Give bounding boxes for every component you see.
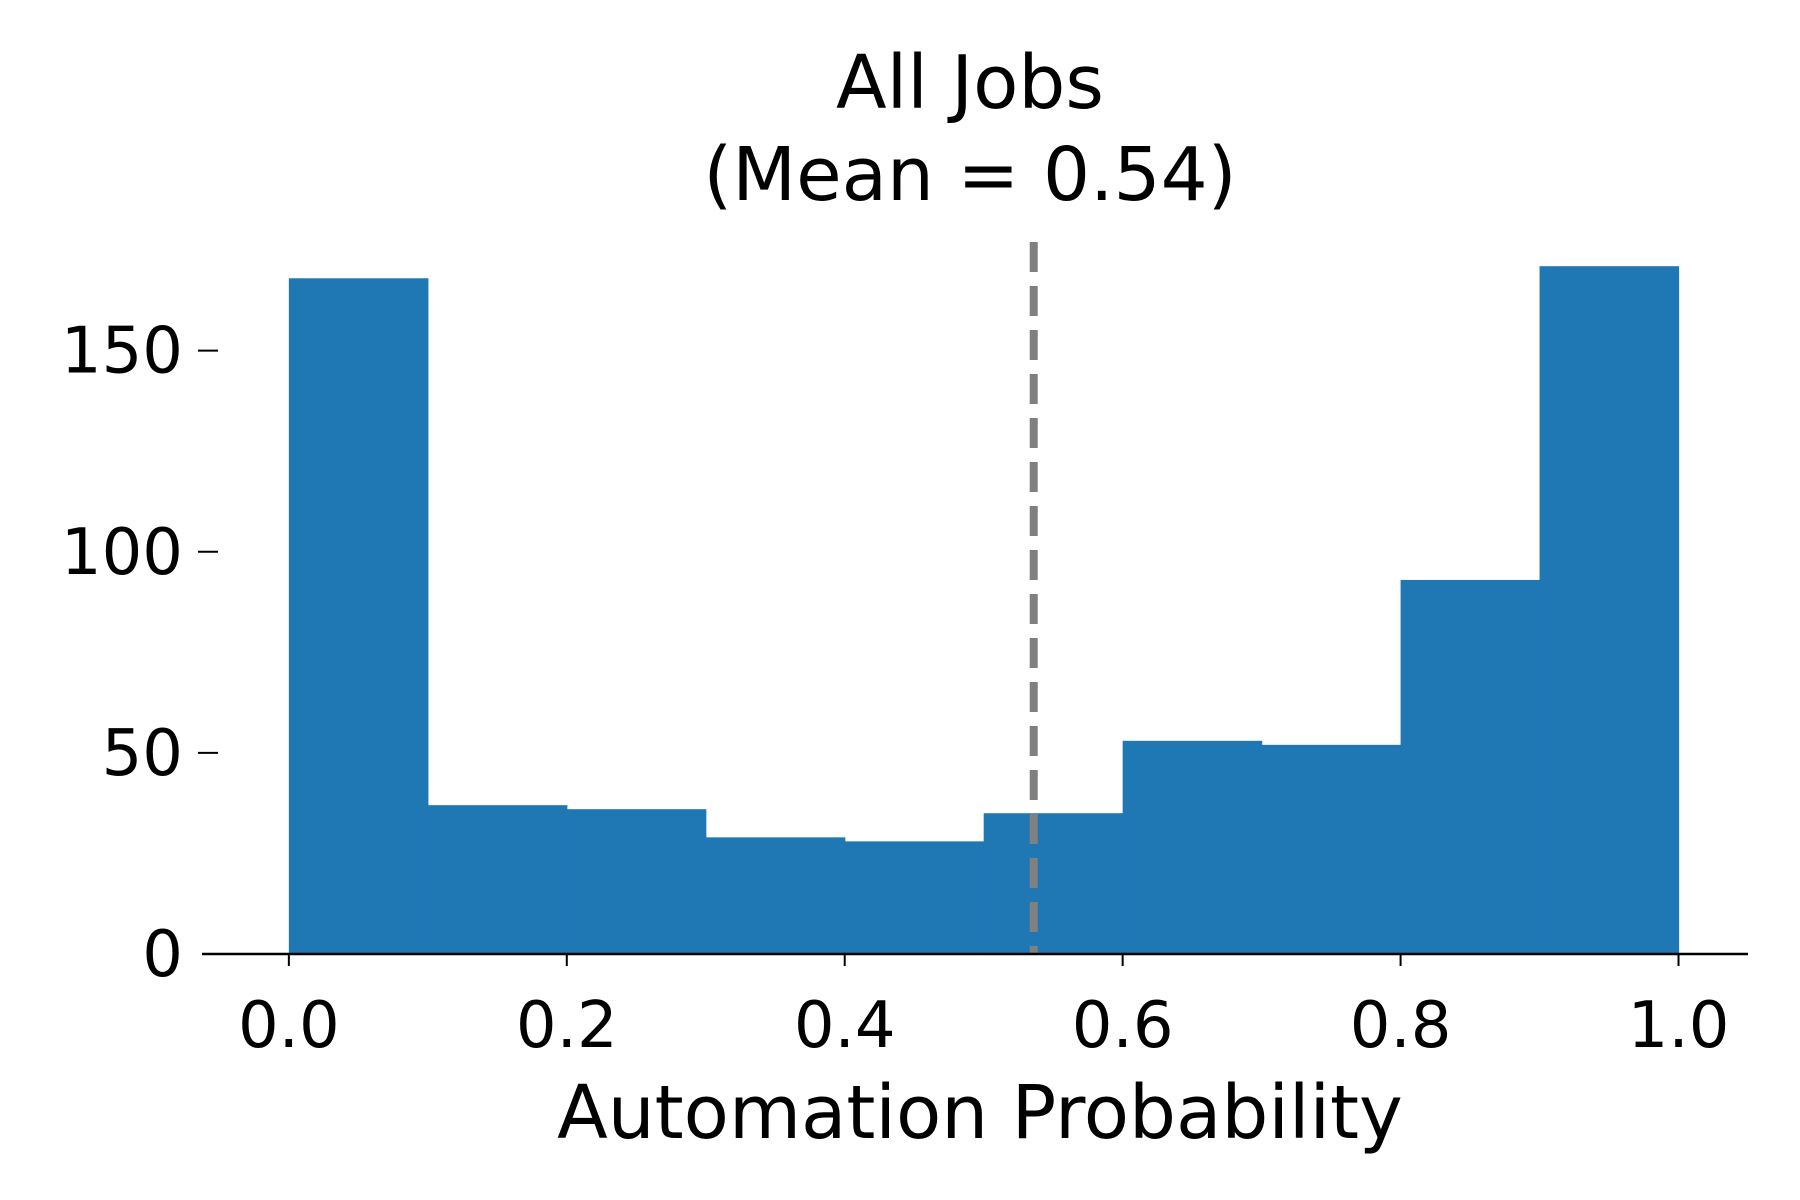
y-tick-label-0: 0 xyxy=(142,918,183,992)
x-tick-label-3: 0.6 xyxy=(1072,989,1174,1063)
histogram-bar-2 xyxy=(566,809,707,954)
x-tick-label-2: 0.4 xyxy=(794,989,896,1063)
x-tick-label-5: 1.0 xyxy=(1628,989,1730,1063)
chart-title-line-2: (Mean = 0.54) xyxy=(703,132,1236,218)
histogram-bars xyxy=(288,266,1680,954)
histogram-bar-1 xyxy=(427,805,568,954)
x-axis: 0.0 0.2 0.4 0.6 0.8 1.0 xyxy=(202,952,1748,1063)
x-tick-label-1: 0.2 xyxy=(516,989,618,1063)
x-tick-label-4: 0.8 xyxy=(1350,989,1452,1063)
chart-title-line-1: All Jobs xyxy=(836,40,1104,126)
y-tick-label-2: 100 xyxy=(61,516,183,590)
y-axis: 0 50 100 150 xyxy=(61,315,218,992)
histogram-bar-5 xyxy=(983,813,1124,954)
y-tick-label-3: 150 xyxy=(61,315,183,389)
histogram-bar-7 xyxy=(1261,744,1402,954)
histogram-bar-3 xyxy=(705,837,846,954)
histogram-bar-8 xyxy=(1400,579,1541,954)
chart-title: All Jobs (Mean = 0.54) xyxy=(703,40,1236,218)
histogram-bar-6 xyxy=(1122,740,1263,954)
x-axis-label: Automation Probability xyxy=(557,1070,1403,1156)
histogram-bar-9 xyxy=(1539,266,1680,954)
histogram-bar-4 xyxy=(844,841,985,954)
x-tick-label-0: 0.0 xyxy=(238,989,340,1063)
histogram-bar-0 xyxy=(288,278,429,954)
y-tick-label-1: 50 xyxy=(102,717,183,791)
